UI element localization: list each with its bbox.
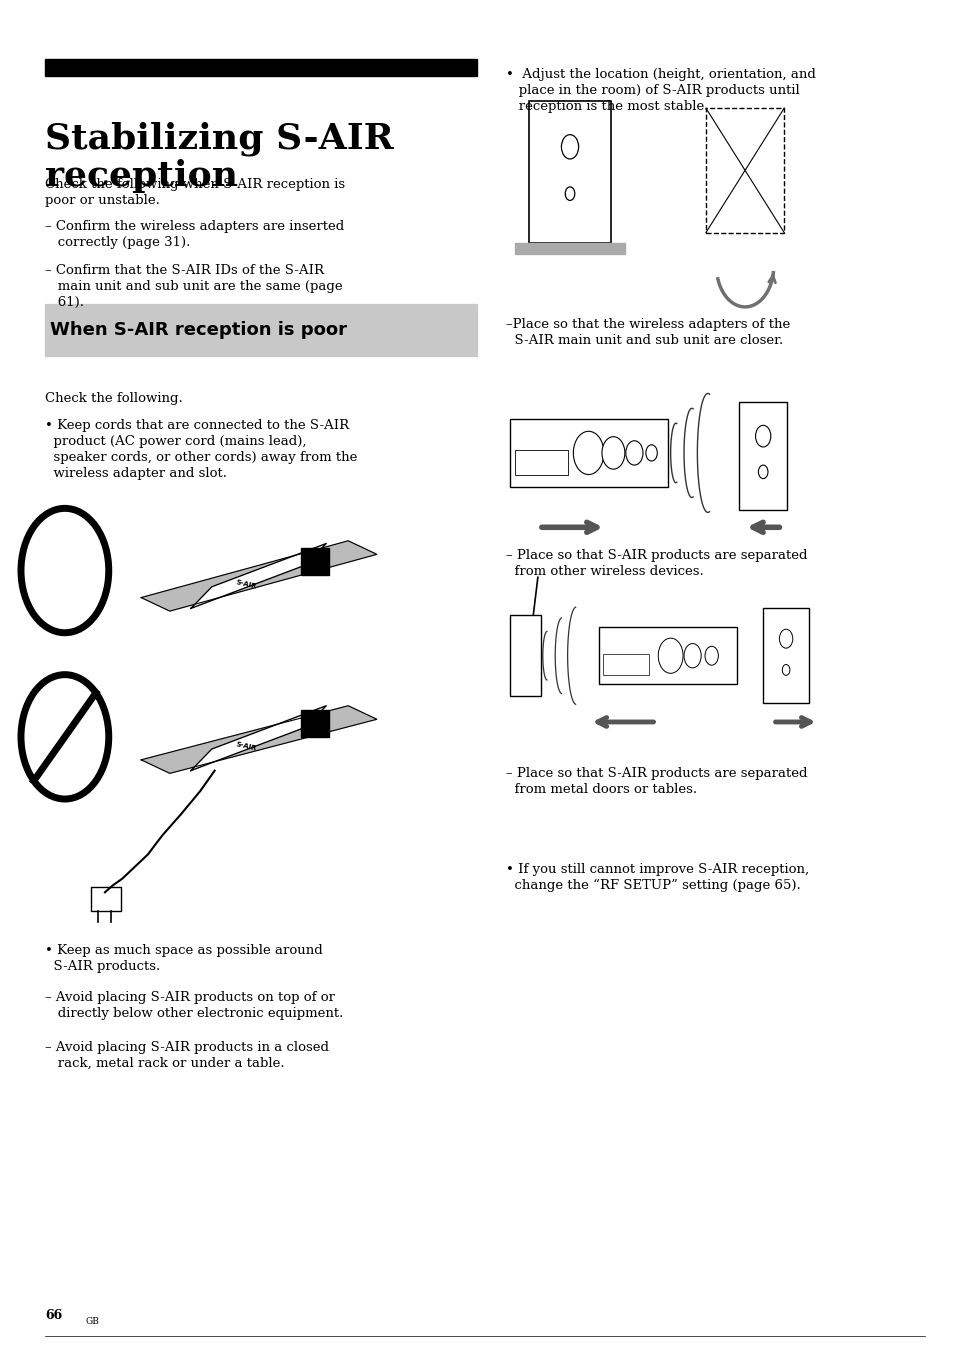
Text: • If you still cannot improve S-AIR reception,
  change the “RF SETUP” setting (: • If you still cannot improve S-AIR rece…	[505, 863, 808, 892]
Bar	[510, 419, 667, 487]
Circle shape	[645, 445, 657, 461]
Text: • Keep as much space as possible around
  S-AIR products.: • Keep as much space as possible around …	[45, 944, 322, 972]
Text: When S-AIR reception is poor: When S-AIR reception is poor	[50, 320, 346, 339]
Circle shape	[560, 135, 578, 160]
Text: –Place so that the wireless adapters of the
  S-AIR main unit and sub unit are c: –Place so that the wireless adapters of …	[505, 318, 789, 346]
Bar	[45, 304, 476, 356]
Bar	[705, 108, 783, 233]
Text: – Place so that S-AIR products are separated
  from other wireless devices.: – Place so that S-AIR products are separ…	[505, 549, 806, 577]
Bar	[602, 654, 648, 675]
Bar	[515, 450, 567, 475]
Circle shape	[758, 465, 767, 479]
Circle shape	[781, 664, 789, 676]
Text: Check the following when S-AIR reception is
poor or unstable.: Check the following when S-AIR reception…	[45, 178, 345, 207]
Text: Stabilizing S-AIR
reception: Stabilizing S-AIR reception	[45, 122, 394, 193]
Bar	[300, 548, 329, 575]
Text: – Confirm that the S-AIR IDs of the S-AIR
   main unit and sub unit are the same: – Confirm that the S-AIR IDs of the S-AI…	[45, 264, 342, 308]
Bar	[762, 608, 808, 703]
Text: GB: GB	[85, 1317, 99, 1326]
Text: •  Adjust the location (height, orientation, and
   place in the room) of S-AIR : • Adjust the location (height, orientati…	[505, 68, 815, 112]
Text: 66: 66	[45, 1309, 62, 1322]
Bar	[300, 710, 329, 737]
Circle shape	[564, 187, 574, 200]
Text: • Keep cords that are connected to the S-AIR
  product (AC power cord (mains lea: • Keep cords that are connected to the S…	[45, 419, 357, 480]
Bar	[529, 101, 610, 243]
Polygon shape	[141, 706, 376, 773]
Bar	[91, 887, 121, 911]
Text: S-AIR: S-AIR	[235, 579, 256, 589]
Text: – Avoid placing S-AIR products in a closed
   rack, metal rack or under a table.: – Avoid placing S-AIR products in a clos…	[45, 1041, 329, 1069]
Bar	[515, 243, 624, 254]
Circle shape	[704, 646, 718, 665]
Circle shape	[625, 441, 642, 465]
Circle shape	[21, 508, 109, 633]
Bar	[510, 615, 540, 696]
Polygon shape	[191, 706, 326, 771]
Text: S-AIR: S-AIR	[235, 741, 256, 752]
Polygon shape	[191, 544, 326, 608]
Text: – Avoid placing S-AIR products on top of or
   directly below other electronic e: – Avoid placing S-AIR products on top of…	[45, 991, 343, 1019]
Text: – Place so that S-AIR products are separated
  from metal doors or tables.: – Place so that S-AIR products are separ…	[505, 767, 806, 795]
Bar	[598, 627, 737, 684]
Polygon shape	[141, 541, 376, 611]
Bar	[45, 59, 476, 76]
Circle shape	[601, 437, 624, 469]
Bar	[739, 402, 786, 510]
Text: – Confirm the wireless adapters are inserted
   correctly (page 31).: – Confirm the wireless adapters are inse…	[45, 220, 344, 249]
Circle shape	[779, 629, 792, 648]
Circle shape	[21, 675, 109, 799]
Text: Check the following.: Check the following.	[45, 392, 183, 406]
Circle shape	[573, 431, 603, 475]
Circle shape	[658, 638, 682, 673]
Circle shape	[755, 426, 770, 448]
Circle shape	[683, 644, 700, 668]
